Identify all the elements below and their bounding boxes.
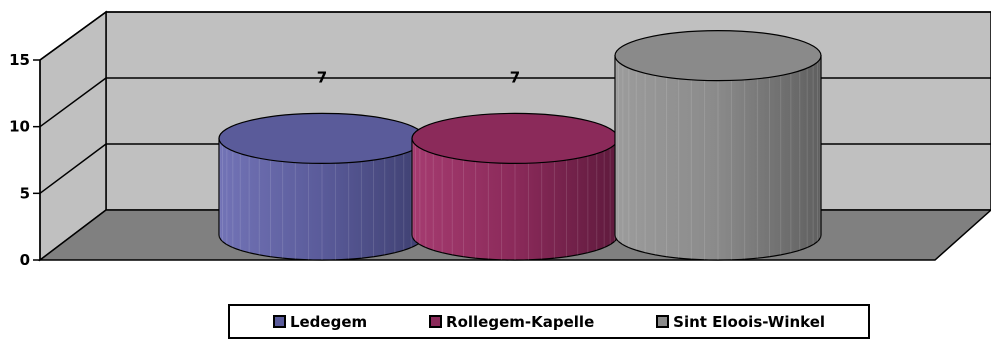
legend-label: Rollegem-Kapelle [446,312,595,331]
y-tick-label: 15 [9,51,30,69]
y-tick-label: 5 [20,184,30,202]
bar-top [218,112,426,164]
data-labels: 7 7 13 [317,0,729,86]
bar-body [411,137,619,261]
bar-top [614,29,822,82]
data-label: 7 [317,68,327,86]
bar [614,29,822,261]
data-label: 13 [708,0,729,4]
bar-body [614,55,822,261]
bar-top [411,112,619,164]
bars [218,29,822,261]
data-label: 7 [510,68,520,86]
gridline [39,11,991,61]
legend-item-rollegem-kapelle: Rollegem-Kapelle [429,313,594,331]
y-tick-labels: 0 5 10 15 [9,51,40,269]
legend-item-sint-eloois-winkel: Sint Eloois-Winkel [656,313,825,331]
legend: Ledegem Rollegem-Kapelle Sint Eloois-Win… [228,304,870,339]
legend-label: Ledegem [289,312,368,331]
bar [218,112,426,261]
y-tick-label: 0 [20,251,30,269]
legend-item-ledegem: Ledegem [272,312,368,331]
legend-swatch [656,315,670,328]
y-tick-label: 10 [9,118,30,136]
legend-label: Sint Eloois-Winkel [673,312,826,331]
legend-swatch [272,315,286,328]
bar [411,112,619,261]
legend-swatch [429,315,443,328]
